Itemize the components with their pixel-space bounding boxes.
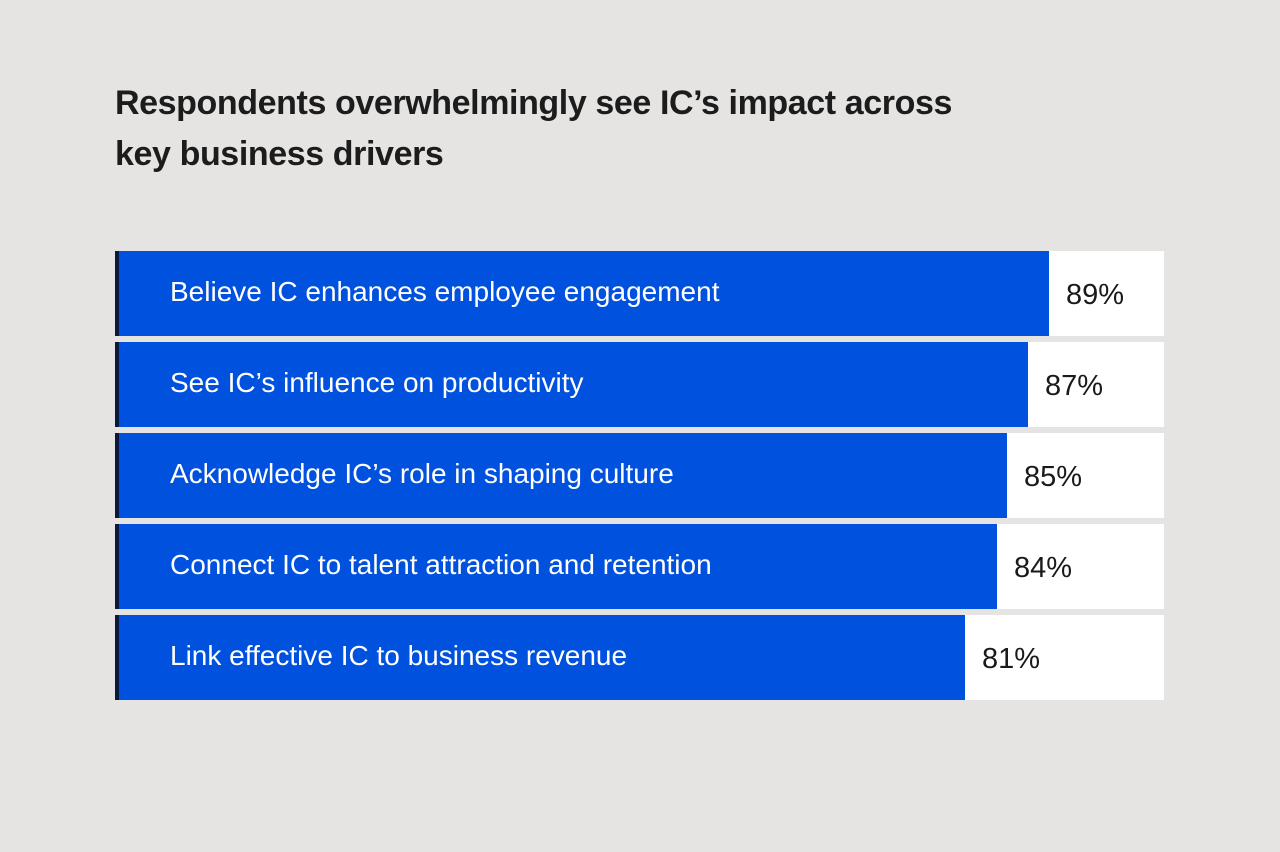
bar-row: Believe IC enhances employee engagement 8… (115, 251, 1164, 336)
bar-label: Believe IC enhances employee engagement (170, 276, 720, 307)
bar-chart: Believe IC enhances employee engagement 8… (115, 251, 1164, 706)
bar-value-label: 87% (1045, 370, 1104, 402)
bar (119, 524, 997, 609)
bar-label: Acknowledge IC’s role in shaping culture (170, 458, 674, 489)
bar-row: Link effective IC to business revenue 81% (115, 615, 1164, 700)
bar-row: Acknowledge IC’s role in shaping culture… (115, 433, 1164, 518)
chart-title: Respondents overwhelmingly see IC’s impa… (115, 84, 952, 173)
bar-row: See IC’s influence on productivity 87% (115, 342, 1164, 427)
bar (119, 433, 1007, 518)
bar-label: See IC’s influence on productivity (170, 367, 584, 398)
bar-label: Link effective IC to business revenue (170, 640, 628, 671)
bar-value-label: 89% (1066, 279, 1125, 311)
bar-value-label: 85% (1024, 461, 1083, 493)
bar (119, 251, 1049, 336)
bar (119, 342, 1028, 427)
bar (119, 615, 965, 700)
bar-row: Connect IC to talent attraction and rete… (115, 524, 1164, 609)
bar-value-label: 81% (982, 643, 1041, 675)
bar-value-label: 84% (1014, 552, 1073, 584)
bar-label: Connect IC to talent attraction and rete… (170, 549, 712, 580)
